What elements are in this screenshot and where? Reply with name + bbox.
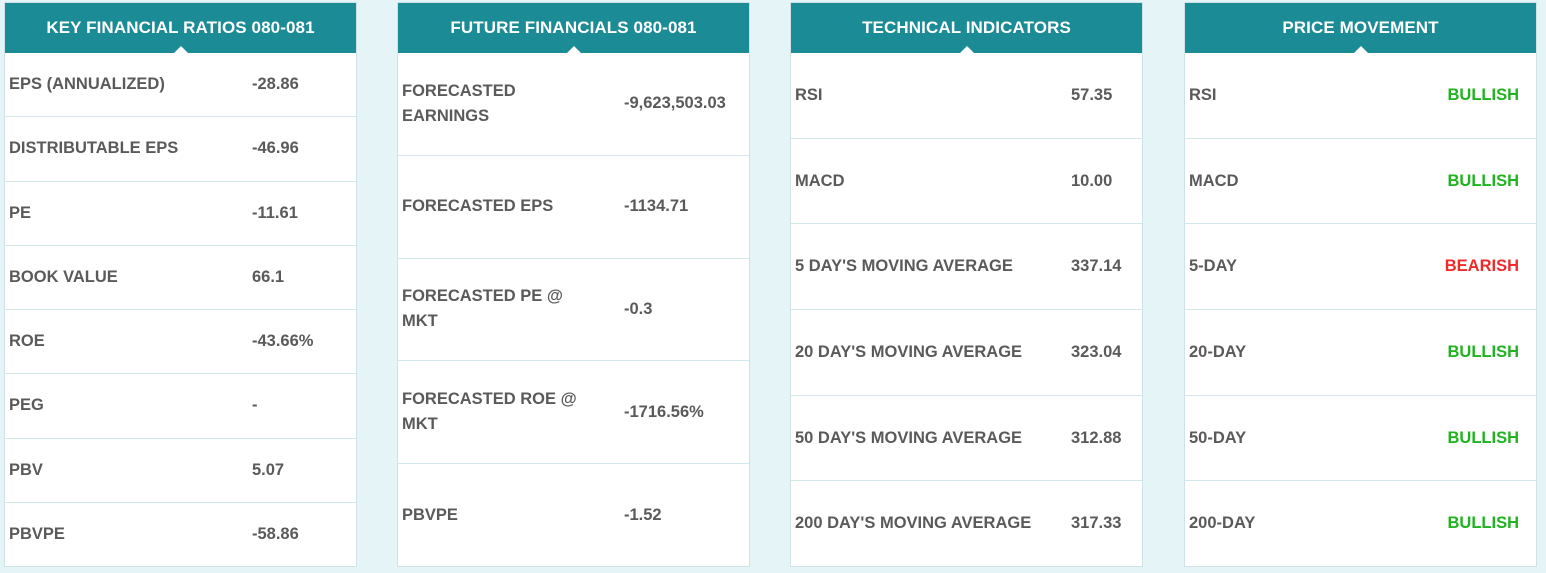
row-value: 66.1 [252,267,285,286]
technical-row-200-day-ma: 200 DAY'S MOVING AVERAGE 317.33 [791,481,1142,566]
row-label: RSI [795,85,823,104]
future-financials-rows: FORECASTED EARNINGS -9,623,503.03 FORECA… [398,53,749,566]
row-label: PBVPE [402,505,458,524]
future-row-forecasted-roe: FORECASTED ROE @ MKT -1716.56% [398,361,749,465]
status-badge: BULLISH [1447,428,1520,447]
row-value: -1716.56% [624,402,704,421]
row-label: MACD [795,171,845,190]
row-value: -9,623,503.03 [624,94,726,113]
status-badge: BEARISH [1444,257,1519,276]
ratio-row-eps-annualized: EPS (ANNUALIZED) -28.86 [5,53,356,118]
row-value: 312.88 [1071,428,1122,447]
row-label: 20 DAY'S MOVING AVERAGE [795,342,1023,361]
row-label: MACD [1189,171,1239,190]
row-label: PEG [9,396,44,415]
future-row-pbvpe: PBVPE -1.52 [398,464,749,566]
row-label: PE [9,203,32,222]
row-value: 317.33 [1071,514,1122,533]
row-value: 5.07 [252,460,285,479]
price-movement-card: PRICE MOVEMENT RSI BULLISH MACD BULLISH … [1184,2,1537,567]
ratio-row-pbv: PBV 5.07 [5,439,356,503]
key-financial-ratios-card: KEY FINANCIAL RATIOS 080-081 EPS (ANNUAL… [4,2,357,567]
technical-row-20-day-ma: 20 DAY'S MOVING AVERAGE 323.04 [791,310,1142,396]
future-financials-card: FUTURE FINANCIALS 080-081 FORECASTED EAR… [397,2,750,567]
row-value: -28.86 [252,75,299,94]
price-row-50-day: 50-DAY BULLISH [1185,396,1536,482]
row-label: 50-DAY [1189,428,1247,447]
status-badge: BULLISH [1447,171,1520,190]
row-label: PBVPE [9,524,65,543]
row-value: -1134.71 [624,197,689,216]
technical-indicators-rows: RSI 57.35 MACD 10.00 5 DAY'S MOVING AVER… [791,53,1142,566]
future-financials-title: FUTURE FINANCIALS 080-081 [398,3,749,53]
ratio-row-book-value: BOOK VALUE 66.1 [5,246,356,310]
technical-row-5-day-ma: 5 DAY'S MOVING AVERAGE 337.14 [791,224,1142,311]
row-label: 200 DAY'S MOVING AVERAGE [795,514,1032,533]
row-label: ROE [9,332,45,351]
technical-row-macd: MACD 10.00 [791,139,1142,225]
row-value: -46.96 [252,139,299,158]
row-value: 57.35 [1071,85,1113,104]
ratio-row-distributable-eps: DISTRIBUTABLE EPS -46.96 [5,117,356,182]
row-value: -1.52 [624,505,662,524]
row-label: FORECASTED EARNINGS [402,81,516,125]
ratio-row-peg: PEG - [5,374,356,439]
price-row-rsi: RSI BULLISH [1185,53,1536,139]
row-value: -43.66% [252,332,314,351]
ratio-row-roe: ROE -43.66% [5,310,356,375]
row-label: FORECASTED EPS [402,197,554,216]
row-value: 10.00 [1071,171,1113,190]
row-label: EPS (ANNUALIZED) [9,75,165,94]
row-value: - [252,396,258,415]
row-value: -58.86 [252,524,299,543]
status-badge: BULLISH [1447,85,1520,104]
row-label: BOOK VALUE [9,267,118,286]
row-label: 5 DAY'S MOVING AVERAGE [795,257,1013,276]
technical-row-50-day-ma: 50 DAY'S MOVING AVERAGE 312.88 [791,396,1142,482]
ratio-row-pbvpe: PBVPE -58.86 [5,503,356,566]
price-movement-title: PRICE MOVEMENT [1185,3,1536,53]
status-badge: BULLISH [1447,342,1520,361]
future-row-forecasted-eps: FORECASTED EPS -1134.71 [398,156,749,259]
price-movement-rows: RSI BULLISH MACD BULLISH 5-DAY BEARISH 2… [1185,53,1536,566]
row-label: 50 DAY'S MOVING AVERAGE [795,428,1023,447]
future-row-forecasted-earnings: FORECASTED EARNINGS -9,623,503.03 [398,53,749,156]
row-value: 323.04 [1071,342,1122,361]
price-row-20-day: 20-DAY BULLISH [1185,310,1536,396]
row-label: FORECASTED PE @ MKT [402,287,563,331]
technical-indicators-card: TECHNICAL INDICATORS RSI 57.35 MACD 10.0… [790,2,1143,567]
price-row-5-day: 5-DAY BEARISH [1185,224,1536,311]
key-financial-ratios-title: KEY FINANCIAL RATIOS 080-081 [5,3,356,53]
row-label: DISTRIBUTABLE EPS [9,139,179,158]
row-label: 5-DAY [1189,257,1237,276]
row-value: 337.14 [1071,257,1122,276]
row-value: -11.61 [252,203,298,222]
technical-indicators-title: TECHNICAL INDICATORS [791,3,1142,53]
row-label: PBV [9,460,43,479]
row-label: FORECASTED ROE @ MKT [402,390,577,434]
row-label: 20-DAY [1189,342,1247,361]
row-label: RSI [1189,85,1217,104]
price-row-200-day: 200-DAY BULLISH [1185,481,1536,566]
key-financial-ratios-rows: EPS (ANNUALIZED) -28.86 DISTRIBUTABLE EP… [5,53,356,566]
row-value: -0.3 [624,299,653,318]
future-row-forecasted-pe: FORECASTED PE @ MKT -0.3 [398,259,749,362]
technical-row-rsi: RSI 57.35 [791,53,1142,139]
ratio-row-pe: PE -11.61 [5,182,356,246]
row-label: 200-DAY [1189,514,1256,533]
price-row-macd: MACD BULLISH [1185,139,1536,225]
status-badge: BULLISH [1447,514,1520,533]
